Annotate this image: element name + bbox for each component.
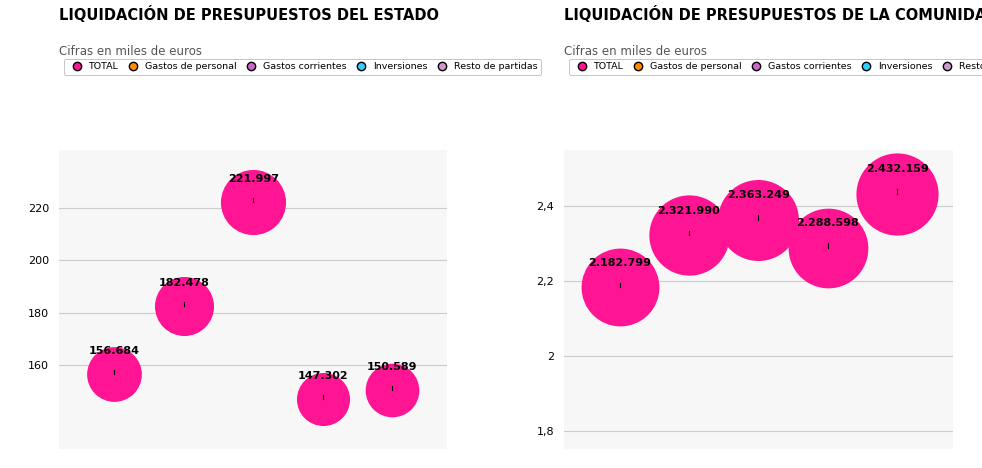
Point — [612, 284, 627, 291]
Point — [889, 190, 904, 197]
Text: 2.288.598: 2.288.598 — [796, 218, 859, 228]
Text: Cifras en miles de euros: Cifras en miles de euros — [564, 45, 707, 58]
Text: 221.997: 221.997 — [228, 174, 279, 184]
Point — [176, 302, 191, 310]
Text: LIQUIDACIÓN DE PRESUPUESTOS DEL ESTADO: LIQUIDACIÓN DE PRESUPUESTOS DEL ESTADO — [59, 6, 439, 23]
Point — [314, 395, 330, 402]
Text: 156.684: 156.684 — [89, 346, 139, 356]
Legend: TOTAL, Gastos de personal, Gastos corrientes, Inversiones, Resto de partidas: TOTAL, Gastos de personal, Gastos corrie… — [569, 58, 982, 75]
Text: 150.589: 150.589 — [366, 362, 417, 372]
Point — [820, 244, 836, 251]
Text: LIQUIDACIÓN DE PRESUPUESTOS DE LA COMUNIDAD: LIQUIDACIÓN DE PRESUPUESTOS DE LA COMUNI… — [564, 6, 982, 23]
Text: 2.182.799: 2.182.799 — [588, 258, 651, 268]
Text: 147.302: 147.302 — [298, 371, 348, 380]
Legend: TOTAL, Gastos de personal, Gastos corrientes, Inversiones, Resto de partidas: TOTAL, Gastos de personal, Gastos corrie… — [64, 58, 541, 75]
Text: 2.363.249: 2.363.249 — [727, 190, 790, 200]
Text: Cifras en miles de euros: Cifras en miles de euros — [59, 45, 202, 58]
Point — [682, 231, 697, 239]
Point — [750, 216, 766, 223]
Text: 2.432.159: 2.432.159 — [866, 164, 928, 175]
Text: 2.321.990: 2.321.990 — [658, 205, 720, 216]
Point — [384, 386, 400, 394]
Point — [107, 370, 123, 378]
Point — [246, 198, 261, 206]
Text: 182.478: 182.478 — [158, 278, 209, 288]
